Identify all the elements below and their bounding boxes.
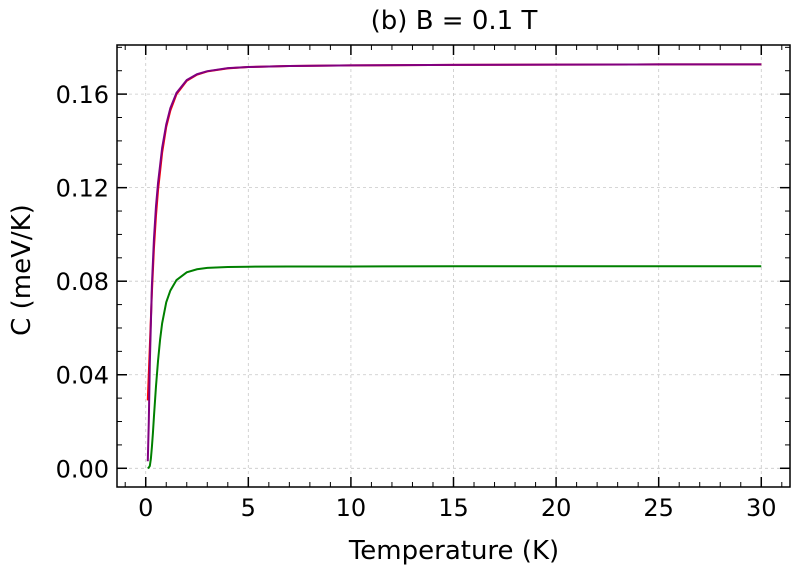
x-tick-label: 25 [643,494,674,522]
series-line-2 [146,63,762,462]
x-tick-label: 30 [746,494,777,522]
ticks [117,45,790,487]
x-tick-label: 5 [241,494,256,522]
y-tick-label: 0.04 [56,362,109,390]
series-line-1 [146,63,762,401]
grid [117,45,790,487]
y-tick-label: 0.08 [56,268,109,296]
x-tick-label: 20 [541,494,572,522]
chart-title: (b) B = 0.1 T [371,6,538,36]
x-axis-label: Temperature (K) [348,536,559,566]
series-layer [146,63,762,470]
x-tick-label: 0 [138,494,153,522]
x-tick-label: 10 [336,494,367,522]
series-line-3 [147,265,762,470]
tick-labels: 0 5 10 15 20 25 30 0.00 0.04 0.08 0.12 0.16 [56,81,777,522]
y-axis-label: C (meV/K) [7,204,37,336]
y-tick-label: 0.12 [56,175,109,203]
x-tick-label: 15 [438,494,469,522]
plot-frame [116,44,791,488]
y-tick-label: 0.00 [56,455,109,483]
y-tick-label: 0.16 [56,81,109,109]
